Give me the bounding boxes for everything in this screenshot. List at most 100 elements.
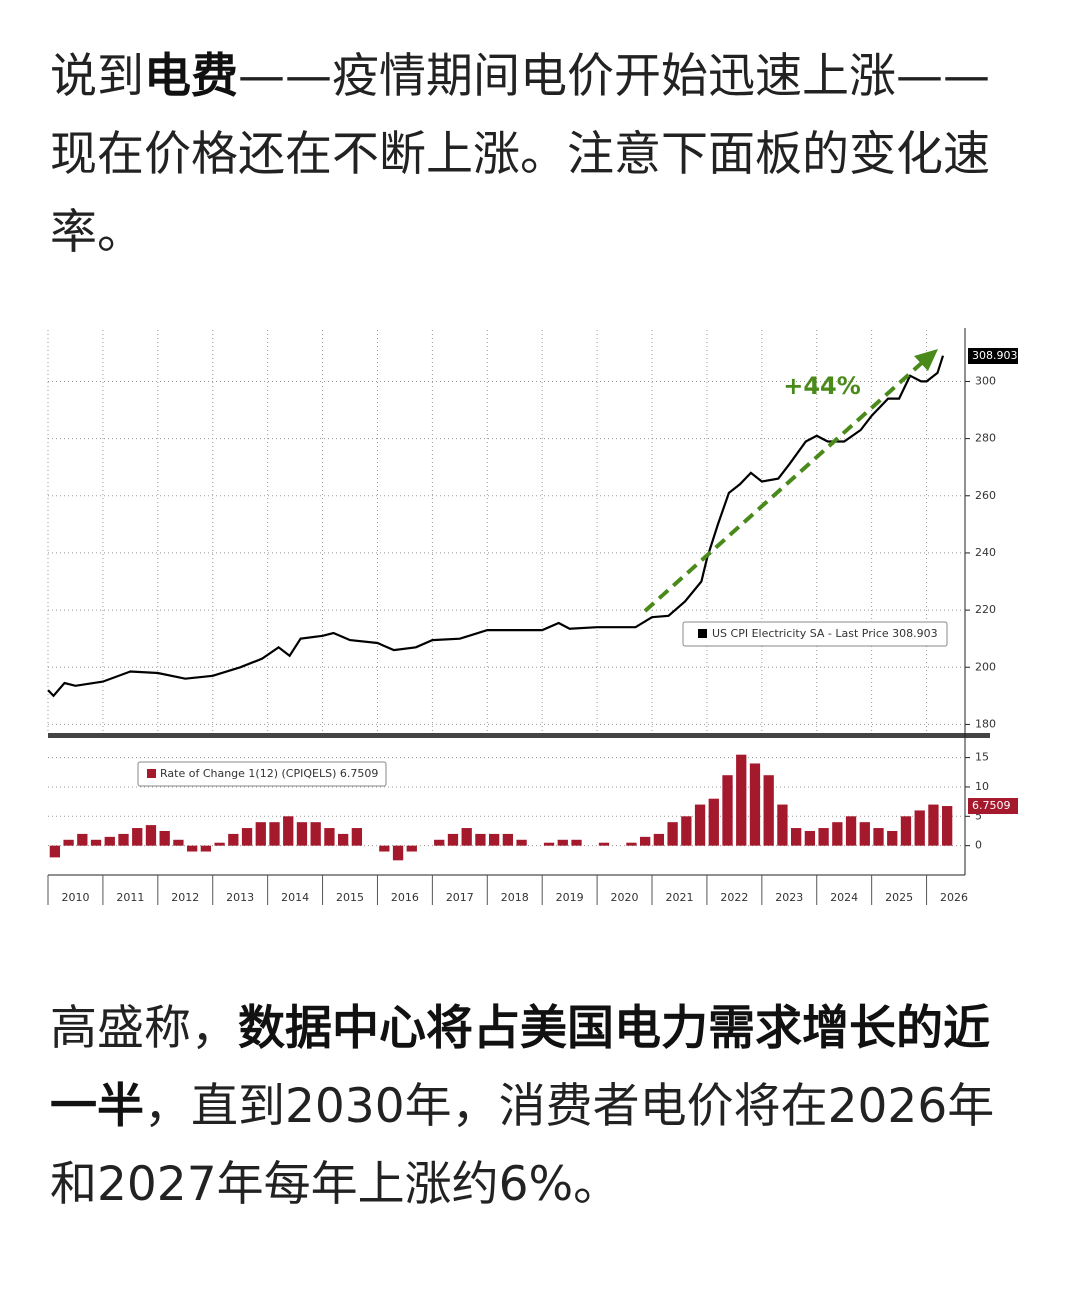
text: 高盛称，	[50, 1001, 238, 1056]
bar	[543, 842, 555, 846]
bar	[49, 845, 61, 858]
bar	[488, 833, 500, 846]
arrow-head	[914, 349, 938, 371]
bar	[942, 806, 953, 846]
bar	[832, 822, 843, 846]
y-tick-label: 260	[975, 489, 996, 502]
bar	[214, 842, 225, 846]
line	[47, 355, 945, 698]
bar	[186, 845, 198, 852]
bar	[310, 822, 321, 846]
legend: Rate of Change 1(12) (CPIQELS) 6.7509	[137, 761, 387, 787]
bar	[475, 833, 486, 846]
bar	[571, 839, 582, 846]
paragraph: 说到电费——疫情期间电价开始迅速上涨——现在价格还在不断上涨。注意下面板的变化速…	[50, 38, 1010, 272]
x-tick-label: 2014	[281, 891, 309, 904]
y-tick-label: 180	[975, 717, 996, 730]
bar	[337, 833, 349, 846]
y-tick-label: 240	[975, 546, 996, 559]
x-tick-label: 2021	[665, 891, 693, 904]
bar	[159, 830, 170, 846]
bar	[379, 845, 390, 852]
bar	[241, 828, 253, 846]
x-tick-label: 2024	[830, 891, 858, 904]
last-value-label: 6.7509	[972, 799, 1011, 812]
bar	[653, 833, 665, 846]
x-tick-label: 2018	[501, 891, 529, 904]
bar	[804, 830, 816, 846]
y-tick-label: 300	[975, 374, 996, 387]
bar	[461, 828, 472, 846]
bar	[791, 828, 802, 846]
bar	[132, 828, 143, 846]
bar	[557, 839, 568, 846]
bar	[708, 798, 719, 846]
bold-text: 电费	[144, 49, 238, 104]
y-tick-label: 15	[975, 751, 989, 764]
last-value-label: 308.903	[972, 349, 1018, 362]
bar	[269, 822, 280, 846]
bar	[694, 804, 706, 846]
bar	[818, 828, 829, 846]
bar	[434, 839, 445, 846]
x-tick-label: 2016	[391, 891, 419, 904]
bar	[873, 828, 884, 846]
x-tick-label: 2023	[775, 891, 803, 904]
y-tick-label: 220	[975, 603, 996, 616]
bar	[681, 816, 692, 846]
bar	[324, 828, 335, 846]
bar	[392, 845, 404, 861]
x-tick-label: 2019	[556, 891, 584, 904]
bar	[777, 804, 788, 846]
last-value-tag	[968, 348, 1018, 365]
legend-label: Rate of Change 1(12) (CPIQELS) 6.7509	[160, 767, 378, 780]
x-tick-label: 2025	[885, 891, 913, 904]
bar	[200, 845, 212, 852]
x-tick-label: 2012	[171, 891, 199, 904]
text: 说到	[50, 49, 144, 104]
bar	[763, 775, 774, 846]
bar	[626, 842, 637, 846]
bar	[145, 825, 157, 846]
bar	[598, 842, 610, 846]
x-tick-label: 2022	[720, 891, 748, 904]
bar	[516, 839, 527, 846]
bar	[859, 822, 870, 846]
x-tick-label: 2011	[116, 891, 144, 904]
y-tick-label: 10	[975, 780, 989, 793]
bar	[887, 830, 898, 846]
bar	[255, 822, 266, 846]
bar	[502, 833, 514, 846]
bar	[722, 775, 733, 846]
bar	[914, 810, 925, 846]
bar	[173, 839, 184, 846]
legend-swatch	[147, 769, 156, 778]
legend: US CPI Electricity SA - Last Price 308.9…	[682, 621, 948, 647]
bar	[296, 822, 308, 846]
x-tick-label: 2017	[446, 891, 474, 904]
bar	[351, 828, 363, 846]
x-tick-label: 2013	[226, 891, 254, 904]
trend-arrow	[643, 358, 927, 613]
bar	[104, 836, 115, 846]
bar	[283, 816, 294, 846]
bar	[928, 804, 939, 846]
bold-text: 数据中心将占美国电力需求增长的近一半	[50, 1001, 990, 1134]
text: ——疫情期间电价开始迅速上涨——现在价格还在不断上涨。注意下面板的变化速率。	[50, 49, 990, 260]
y-tick-label: 280	[975, 432, 996, 445]
legend-box	[682, 621, 948, 647]
bar	[90, 839, 102, 846]
y-tick-label: 0	[975, 839, 982, 852]
chart: 180 200 220 240 260 280 300 +44% US CPI Electric…	[47, 328, 1018, 905]
bar	[900, 816, 912, 846]
bar	[845, 816, 857, 846]
paragraph: 高盛称，数据中心将占美国电力需求增长的近一半，直到2030年，消费者电价将在20…	[50, 990, 1010, 1224]
x-tick-label: 2020	[611, 891, 639, 904]
x-tick-label: 2010	[61, 891, 89, 904]
y-tick-label: 5	[975, 809, 982, 822]
divider	[48, 733, 990, 738]
bar	[228, 833, 239, 846]
annotation: +44%	[783, 372, 861, 400]
bar	[749, 763, 761, 846]
